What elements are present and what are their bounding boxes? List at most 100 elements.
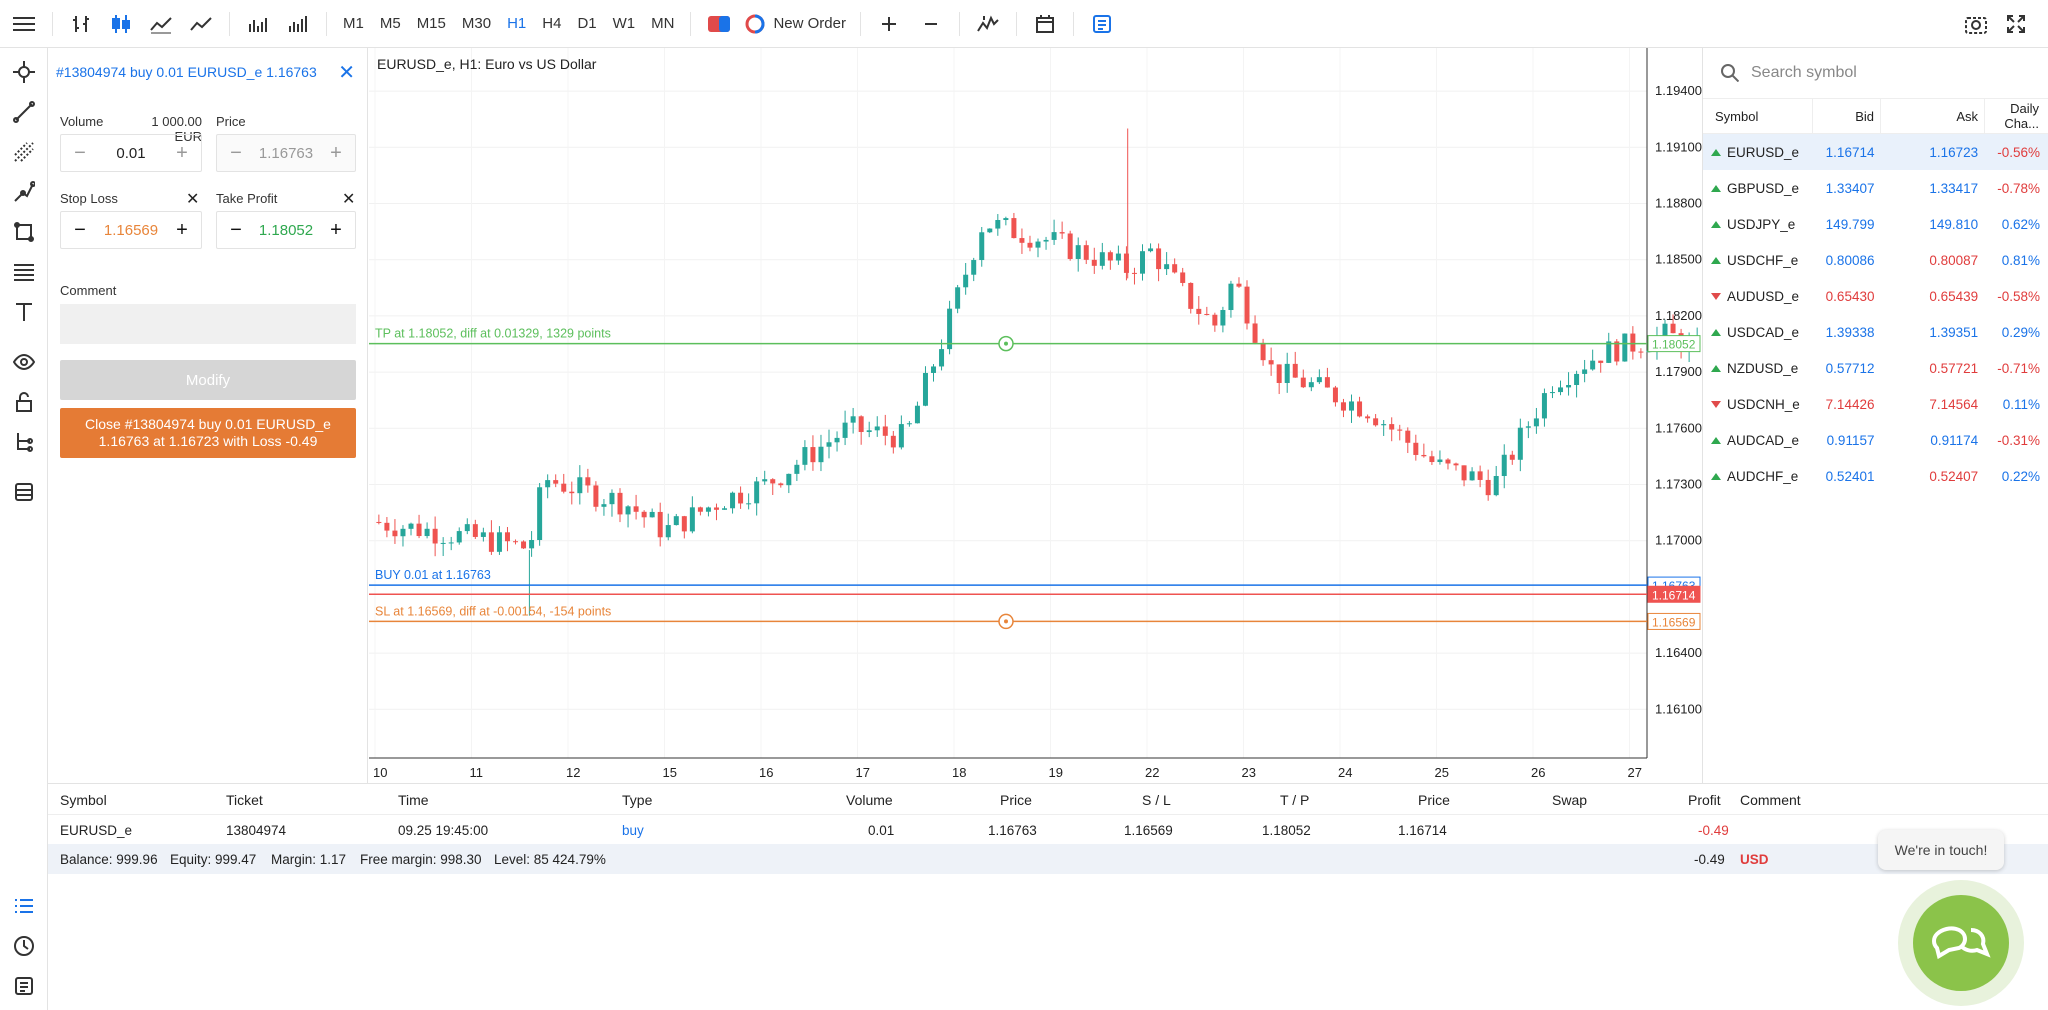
- candlestick-icon[interactable]: [103, 6, 139, 42]
- chat-button[interactable]: [1898, 880, 2024, 1006]
- take-profit-input[interactable]: 1.18052: [258, 221, 314, 239]
- col-price[interactable]: Price: [1000, 792, 1032, 808]
- fibonacci-icon[interactable]: [8, 256, 40, 288]
- history-icon[interactable]: [8, 930, 40, 962]
- symbol-row[interactable]: AUDUSD_e 0.65430 0.65439 -0.58%: [1703, 278, 2048, 314]
- symbol-row[interactable]: EURUSD_e 1.16714 1.16723 -0.56%: [1703, 134, 2048, 170]
- new-order-button[interactable]: New Order: [739, 14, 852, 34]
- symbol-row[interactable]: GBPUSD_e 1.33407 1.33417 -0.78%: [1703, 170, 2048, 206]
- timeframe-d1[interactable]: D1: [577, 15, 597, 32]
- trend-line-icon[interactable]: [8, 96, 40, 128]
- col-bid[interactable]: Bid: [1813, 99, 1881, 133]
- timeframe-h4[interactable]: H4: [542, 15, 562, 32]
- balance-row: Balance: 999.96 Equity: 999.47 Margin: 1…: [48, 844, 2048, 874]
- take-profit-increase-button[interactable]: +: [330, 218, 342, 241]
- close-position-button[interactable]: Close #13804974 buy 0.01 EURUSD_e 1.1676…: [60, 408, 356, 458]
- fullscreen-icon[interactable]: [1998, 6, 2034, 42]
- timeframe-w1[interactable]: W1: [612, 15, 636, 32]
- clear-take-profit-icon[interactable]: ✕: [342, 191, 356, 208]
- bar-chart-icon[interactable]: [63, 6, 99, 42]
- object-tree-icon[interactable]: [8, 426, 40, 458]
- line-chart-icon[interactable]: [143, 6, 179, 42]
- volume-icon[interactable]: [240, 6, 276, 42]
- candle-body: [440, 542, 446, 544]
- lock-icon[interactable]: [8, 386, 40, 418]
- symbol-row[interactable]: AUDCAD_e 0.91157 0.91174 -0.31%: [1703, 422, 2048, 458]
- price-decrease-button[interactable]: −: [230, 141, 242, 164]
- screenshot-icon[interactable]: [1958, 6, 1994, 42]
- menu-icon[interactable]: [6, 6, 42, 42]
- price-increase-button[interactable]: +: [330, 141, 342, 164]
- comment-input[interactable]: [60, 304, 356, 344]
- table-row[interactable]: EURUSD_e 13804974 09.25 19:45:00 buy 0.0…: [48, 814, 2048, 844]
- take-profit-decrease-button[interactable]: −: [230, 218, 242, 241]
- col-sl[interactable]: S / L: [1142, 792, 1171, 808]
- col-symbol[interactable]: Symbol: [60, 792, 107, 808]
- daily-change-value: 0.62%: [2001, 216, 2040, 232]
- col-daily-change[interactable]: Daily Cha...: [2004, 101, 2039, 131]
- col-ticket[interactable]: Ticket: [226, 792, 263, 808]
- one-click-trading-icon[interactable]: [701, 6, 737, 42]
- candle-body: [1381, 424, 1387, 426]
- candle-body: [1035, 241, 1041, 248]
- symbol-search[interactable]: Search symbol: [1703, 48, 2048, 98]
- chart-canvas[interactable]: 1.19400 1.19100 1.18800 1.18500 1.18200 1.179…: [369, 48, 1702, 783]
- journal-icon[interactable]: [8, 970, 40, 1002]
- eye-icon[interactable]: [8, 346, 40, 378]
- volume-decrease-button[interactable]: −: [74, 141, 86, 164]
- symbol-cell: USDCHF_e: [1703, 253, 1813, 268]
- symbol-row[interactable]: USDCHF_e 0.80086 0.80087 0.81%: [1703, 242, 2048, 278]
- divider: [229, 11, 230, 36]
- symbol-row[interactable]: AUDCHF_e 0.52401 0.52407 0.22%: [1703, 458, 2048, 494]
- tick-volume-icon[interactable]: [280, 6, 316, 42]
- stop-loss-input[interactable]: 1.16569: [103, 221, 159, 239]
- close-icon[interactable]: ✕: [338, 61, 355, 84]
- volume-increase-button[interactable]: +: [176, 141, 188, 164]
- calendar-icon[interactable]: [1027, 6, 1063, 42]
- search-placeholder[interactable]: Search symbol: [1751, 64, 1857, 81]
- col-tp[interactable]: T / P: [1280, 792, 1310, 808]
- timeframe-mn[interactable]: MN: [651, 15, 675, 32]
- modify-button[interactable]: Modify: [60, 360, 356, 400]
- notes-icon[interactable]: [1084, 6, 1120, 42]
- col-symbol[interactable]: Symbol: [1703, 99, 1813, 133]
- crosshair-icon[interactable]: [8, 56, 40, 88]
- price-chart[interactable]: 1.19400 1.19100 1.18800 1.18500 1.18200 1.179…: [369, 48, 1702, 783]
- symbol-row[interactable]: USDJPY_e 149.799 149.810 0.62%: [1703, 206, 2048, 242]
- col-current-price[interactable]: Price: [1418, 792, 1450, 808]
- volume-input[interactable]: 0.01: [116, 144, 146, 162]
- text-icon[interactable]: [8, 296, 40, 328]
- trade-list-icon[interactable]: [8, 890, 40, 922]
- symbol-row[interactable]: USDCAD_e 1.39338 1.39351 0.29%: [1703, 314, 2048, 350]
- daily-change-value: -0.58%: [1997, 288, 2040, 304]
- candle-body: [1131, 272, 1137, 274]
- zoom-out-icon[interactable]: [913, 6, 949, 42]
- col-type[interactable]: Type: [622, 792, 653, 808]
- line-icon[interactable]: [183, 6, 219, 42]
- price-input[interactable]: 1.16763: [258, 144, 314, 162]
- col-profit[interactable]: Profit: [1688, 792, 1721, 808]
- indicators-icon[interactable]: [970, 6, 1006, 42]
- col-comment[interactable]: Comment: [1740, 792, 1801, 808]
- col-ask[interactable]: Ask: [1881, 99, 1985, 133]
- symbol-row[interactable]: NZDUSD_e 0.57712 0.57721 -0.71%: [1703, 350, 2048, 386]
- col-swap[interactable]: Swap: [1552, 792, 1588, 808]
- shapes-icon[interactable]: [8, 216, 40, 248]
- candle-body: [802, 447, 808, 465]
- pitchfork-icon[interactable]: [8, 176, 40, 208]
- stop-loss-increase-button[interactable]: +: [176, 218, 188, 241]
- channel-icon[interactable]: [8, 136, 40, 168]
- daily-change-value: 0.22%: [2001, 468, 2040, 484]
- timeframe-m1[interactable]: M1: [343, 15, 364, 32]
- symbol-row[interactable]: USDCNH_e 7.14426 7.14564 0.11%: [1703, 386, 2048, 422]
- col-volume[interactable]: Volume: [846, 792, 893, 808]
- layers-icon[interactable]: [8, 476, 40, 508]
- clear-stop-loss-icon[interactable]: ✕: [186, 191, 200, 208]
- timeframe-m30[interactable]: M30: [461, 15, 492, 32]
- col-time[interactable]: Time: [398, 792, 429, 808]
- zoom-in-icon[interactable]: [871, 6, 907, 42]
- stop-loss-decrease-button[interactable]: −: [74, 218, 86, 241]
- timeframe-m5[interactable]: M5: [379, 15, 401, 32]
- timeframe-m15[interactable]: M15: [416, 15, 446, 32]
- timeframe-h1[interactable]: H1: [507, 15, 527, 32]
